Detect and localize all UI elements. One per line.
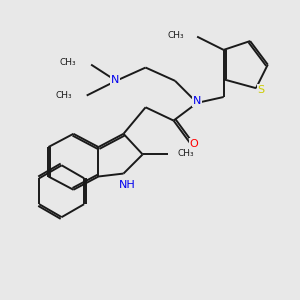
Text: CH₃: CH₃ xyxy=(60,58,76,67)
Text: CH₃: CH₃ xyxy=(55,91,72,100)
Text: NH: NH xyxy=(119,180,135,190)
Text: O: O xyxy=(190,139,199,149)
Text: N: N xyxy=(193,96,201,106)
Text: N: N xyxy=(110,75,119,85)
Text: CH₃: CH₃ xyxy=(167,31,184,40)
Text: S: S xyxy=(258,85,265,94)
Text: CH₃: CH₃ xyxy=(177,149,194,158)
